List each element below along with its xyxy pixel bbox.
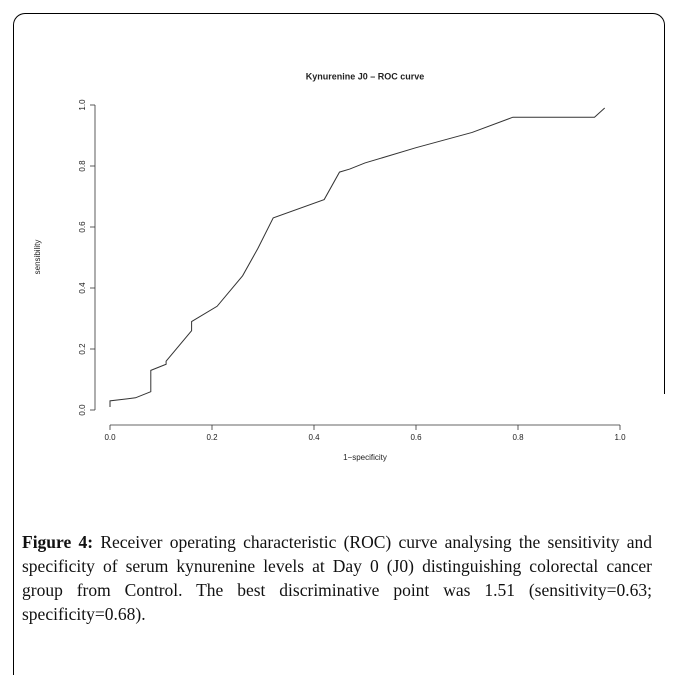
x-tick-label: 0.2 — [206, 433, 218, 442]
x-tick-label: 0.4 — [308, 433, 320, 442]
figure-frame — [13, 13, 665, 394]
caption-text: Receiver operating characteristic (ROC) … — [22, 532, 652, 624]
x-tick-label: 1.0 — [614, 433, 626, 442]
y-tick-label: 0.0 — [78, 404, 87, 416]
figure-caption: Figure 4: Receiver operating characteris… — [22, 530, 652, 626]
x-tick-label: 0.6 — [410, 433, 422, 442]
y-tick-label: 1.0 — [78, 99, 87, 111]
x-tick-label: 0.8 — [512, 433, 524, 442]
x-tick-label: 0.0 — [104, 433, 116, 442]
caption-label: Figure 4: — [22, 532, 94, 552]
y-tick-label: 0.6 — [78, 221, 87, 233]
figure-frame-edge — [13, 380, 14, 675]
chart-title: Kynurenine J0 – ROC curve — [306, 71, 425, 81]
x-axis-label: 1−specificity — [343, 453, 387, 462]
chart: Kynurenine J0 – ROC curve 1−specificity … — [33, 71, 626, 462]
y-axis-label: sensibility — [33, 240, 42, 275]
y-tick-label: 0.2 — [78, 343, 87, 355]
y-tick-label: 0.4 — [78, 282, 87, 294]
roc-curve — [109, 107, 606, 407]
y-tick-label: 0.8 — [78, 160, 87, 172]
